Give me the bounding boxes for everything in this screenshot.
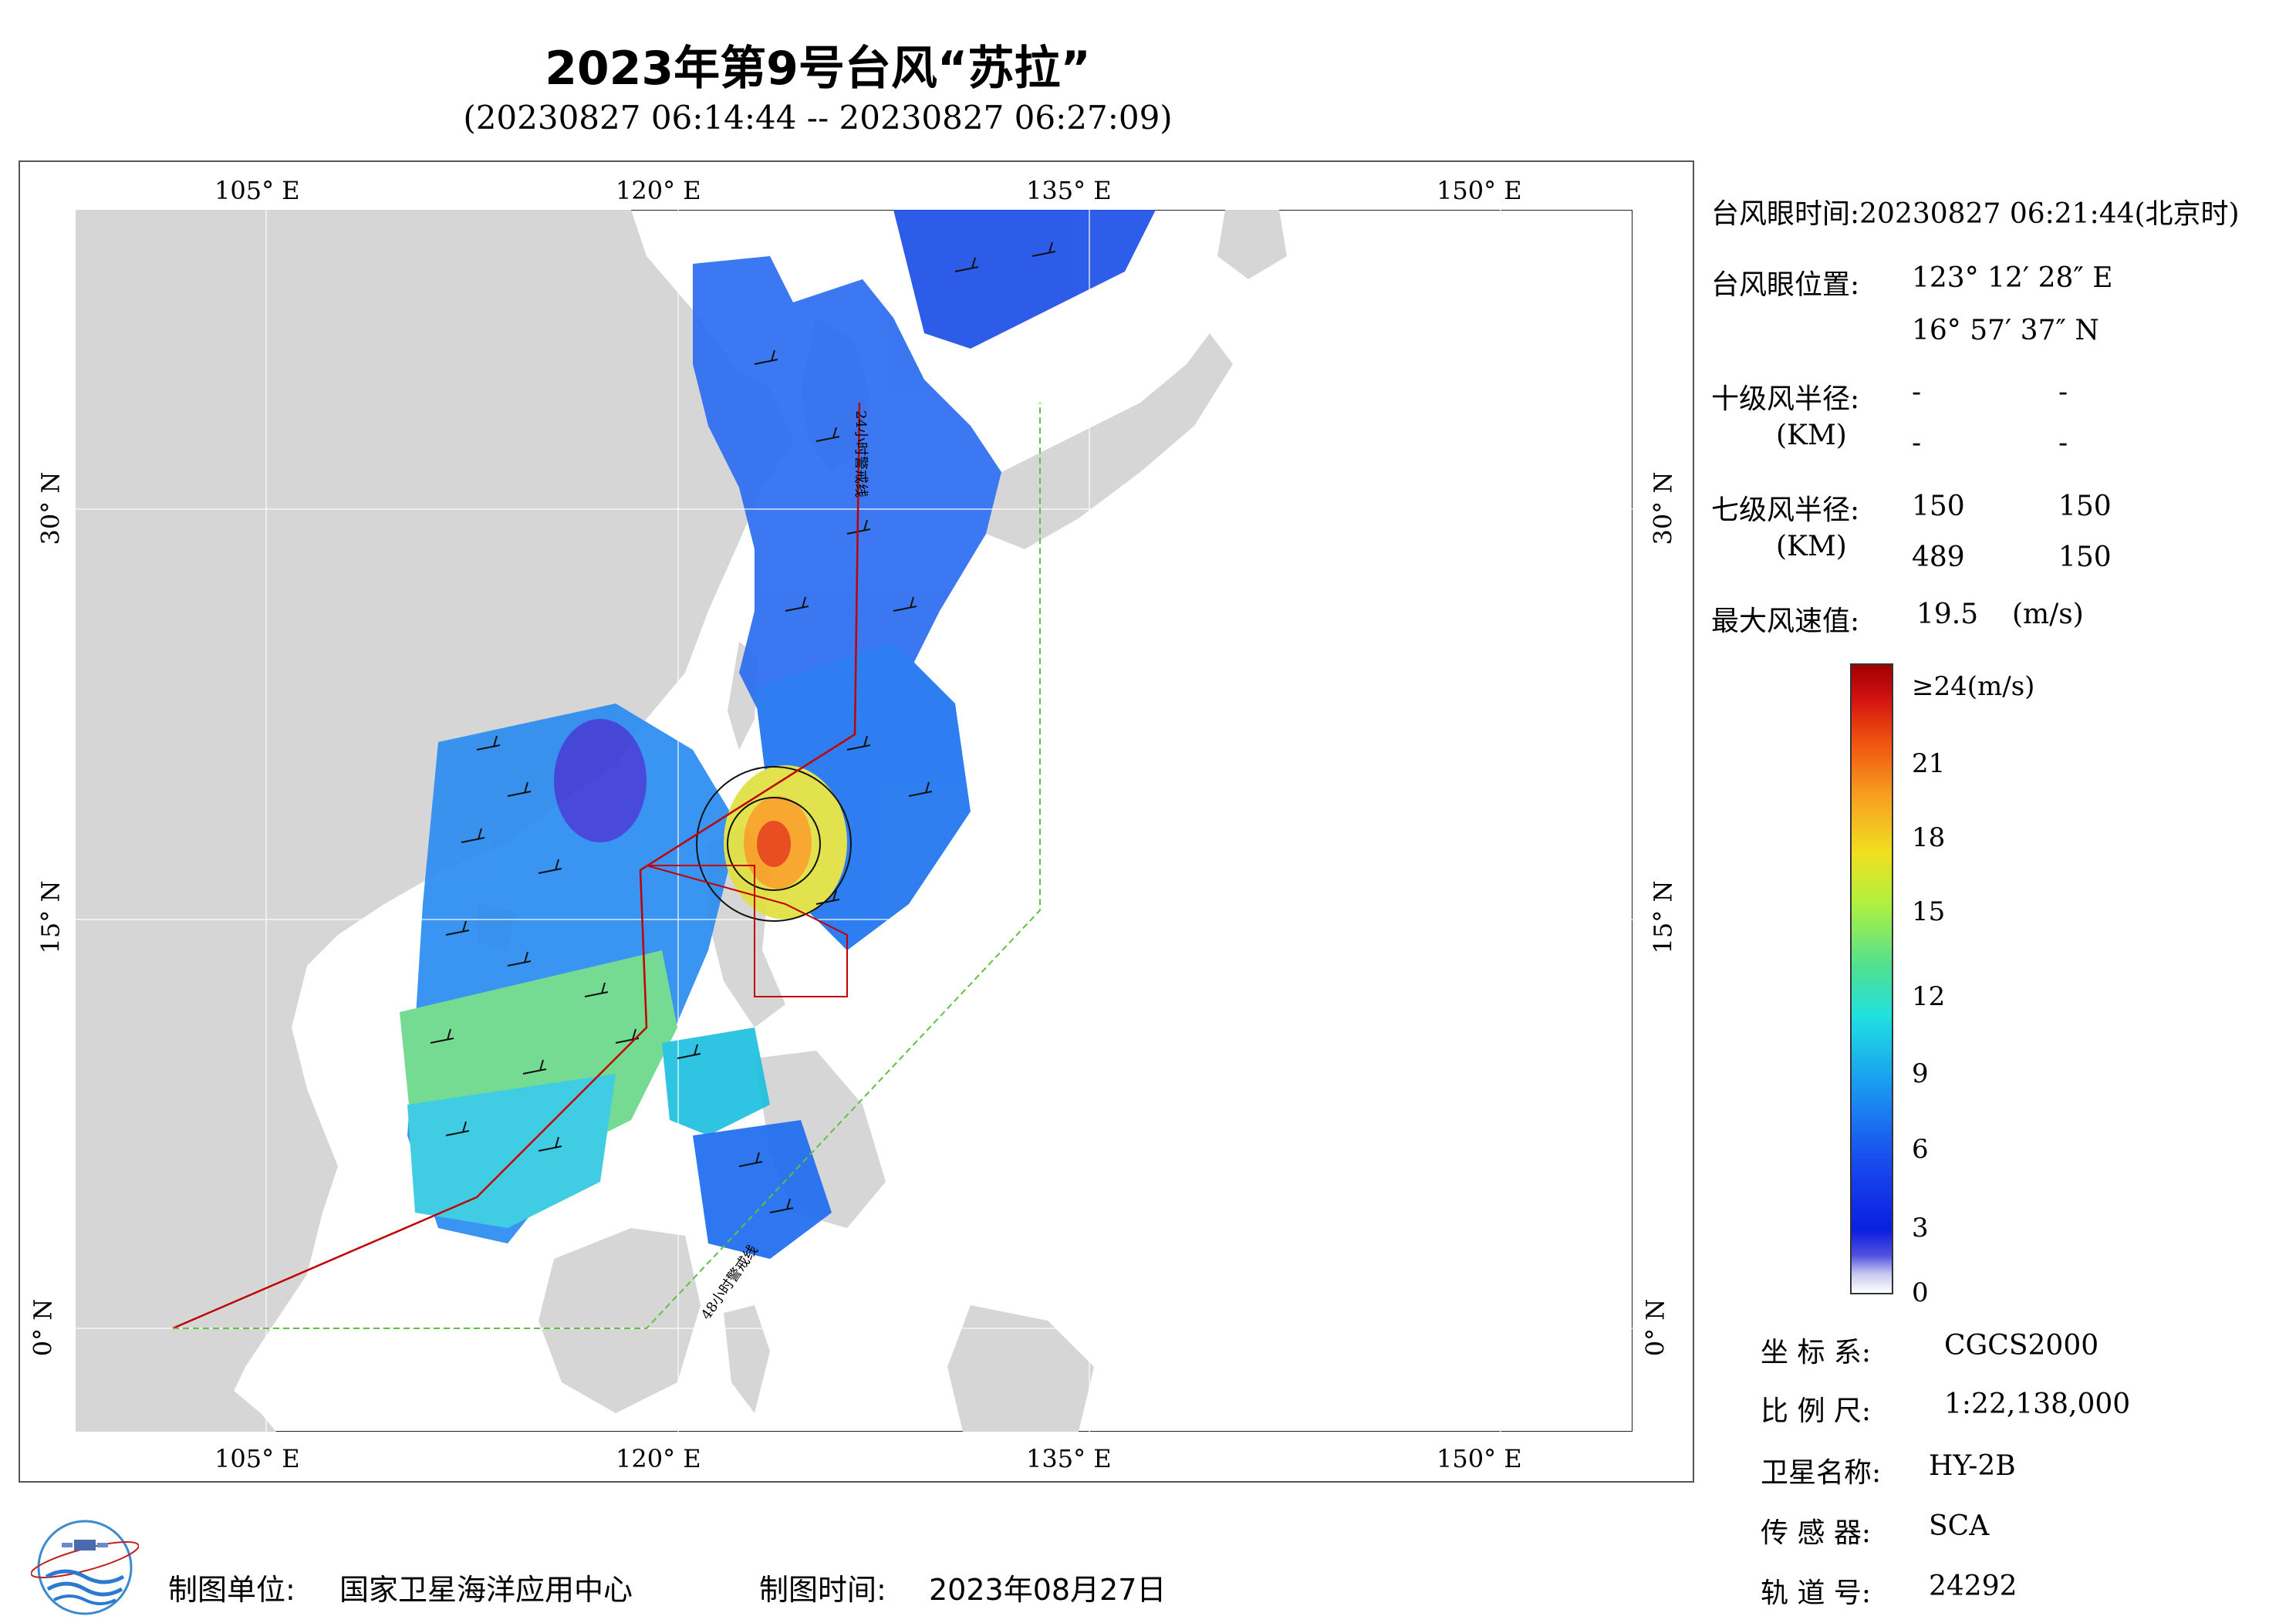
- warning-24h-label: 24小时警戒线: [853, 410, 869, 498]
- r10-label: 十级风半径:: [1711, 383, 1860, 415]
- colorbar-tick: 18: [1912, 822, 1946, 853]
- max-wind-label: 最大风速值:: [1711, 606, 1860, 637]
- left-lat-label: 15° N: [35, 880, 66, 954]
- wind-field-map: 24小时警戒线 48小时警戒线: [76, 210, 1633, 1432]
- bottom-lon-label: 150° E: [1437, 1444, 1522, 1473]
- date-value: 2023年08月27日: [929, 1573, 1167, 1607]
- typhoon-radius-box: [646, 865, 848, 997]
- sumatra: [76, 1290, 276, 1432]
- scale-label: 比 例 尺:: [1761, 1395, 1872, 1427]
- bottom-lon-label: 135° E: [1026, 1444, 1112, 1473]
- graticule: [76, 210, 1633, 1432]
- r7-value: 150: [2058, 491, 2112, 522]
- crs-value: CGCS2000: [1944, 1330, 2099, 1361]
- max-wind-unit: (m/s): [2012, 599, 2084, 630]
- bottom-lon-label: 120° E: [616, 1444, 701, 1473]
- sensor-value: SCA: [1929, 1510, 1990, 1542]
- r7-value: 150: [1912, 491, 1965, 522]
- r10-unit: (KM): [1776, 420, 1847, 451]
- colorbar-tick: 0: [1912, 1277, 1929, 1308]
- eye-time-value: 20230827 06:21:44(北京时): [1859, 198, 2240, 230]
- r10-value: -: [2058, 427, 2068, 459]
- producer-value: 国家卫星海洋应用中心: [339, 1573, 633, 1607]
- satellite-label: 卫星名称:: [1761, 1457, 1882, 1489]
- right-lat-label: 30° N: [1648, 471, 1678, 545]
- crs-label: 坐 标 系:: [1761, 1337, 1872, 1368]
- orbit-value: 24292: [1929, 1571, 2017, 1602]
- right-lat-label: 15° N: [1648, 880, 1678, 954]
- colorbar-tick: ≥24(m/s): [1912, 671, 2035, 702]
- eye-position-label: 台风眼位置:: [1711, 269, 1860, 301]
- eye-lat: 16° 57′ 37″ N: [1912, 315, 2099, 346]
- top-lon-label: 105° E: [214, 176, 300, 205]
- swath-cyan-band: [407, 1074, 616, 1228]
- typhoon-core-inner: [757, 821, 791, 867]
- hokkaido: [1217, 210, 1287, 279]
- sensor-label: 传 感 器:: [1761, 1517, 1872, 1549]
- bottom-lon-label: 105° E: [214, 1444, 300, 1473]
- colorbar-tick: 15: [1912, 896, 1946, 927]
- r7-unit: (KM): [1776, 531, 1847, 562]
- r7-value: 150: [2058, 542, 2112, 573]
- colorbar-tick: 9: [1912, 1058, 1929, 1089]
- new-guinea: [947, 1305, 1094, 1432]
- eye-time-label: 台风眼时间:: [1711, 198, 1860, 230]
- sulawesi: [724, 1305, 770, 1413]
- map-frame: [19, 160, 1694, 1483]
- map-title: 2023年第9号台风“苏拉”: [545, 42, 1091, 96]
- satellite-value: HY-2B: [1929, 1450, 2016, 1482]
- borneo: [539, 1228, 701, 1413]
- left-lat-label: 30° N: [35, 471, 66, 545]
- date-label: 制图时间:: [759, 1573, 886, 1607]
- top-lon-label: 135° E: [1026, 176, 1112, 205]
- warning-line-48h: [173, 403, 1041, 1329]
- r10-value: -: [2058, 376, 2068, 408]
- colorbar-tick: 6: [1912, 1134, 1929, 1165]
- swath-east-china-sea: [693, 256, 1001, 750]
- japan: [986, 333, 1233, 549]
- wind-barbs: [430, 241, 1056, 1213]
- r10-value: -: [1912, 427, 1922, 459]
- swath-celebes-sea: [693, 1120, 832, 1259]
- left-lat-label: 0° N: [28, 1298, 58, 1357]
- colorbar-tick: 21: [1912, 748, 1946, 779]
- warning-line-24h: [172, 402, 861, 1330]
- wind-speed-colorbar: [1850, 663, 1893, 1294]
- r7-value: 489: [1912, 542, 1965, 573]
- swath-japan-north: [893, 210, 1156, 349]
- r7-label: 七级风半径:: [1711, 494, 1860, 526]
- colorbar-tick: 12: [1912, 981, 1946, 1012]
- top-lon-label: 150° E: [1437, 176, 1522, 205]
- right-lat-label: 0° N: [1640, 1298, 1670, 1357]
- max-wind-value: 19.5: [1916, 599, 1979, 630]
- nsoas-logo: [31, 1520, 139, 1615]
- producer-label: 制图单位:: [168, 1573, 295, 1607]
- colorbar-tick: 3: [1912, 1213, 1929, 1243]
- swath-sulu-sea: [662, 1027, 770, 1135]
- eye-lon: 123° 12′ 28″ E: [1912, 262, 2113, 294]
- scale-value: 1:22,138,000: [1944, 1388, 2131, 1420]
- map-subtitle: (20230827 06:14:44 -- 20230827 06:27:09): [463, 99, 1173, 137]
- orbit-label: 轨 道 号:: [1761, 1577, 1872, 1609]
- r10-value: -: [1912, 376, 1922, 408]
- top-lon-label: 120° E: [616, 176, 701, 205]
- eye-time: 台风眼时间:20230827 06:21:44(北京时): [1711, 191, 2240, 231]
- low-wind-pocket: [554, 719, 647, 842]
- wind-speed-swath: [400, 210, 1156, 1259]
